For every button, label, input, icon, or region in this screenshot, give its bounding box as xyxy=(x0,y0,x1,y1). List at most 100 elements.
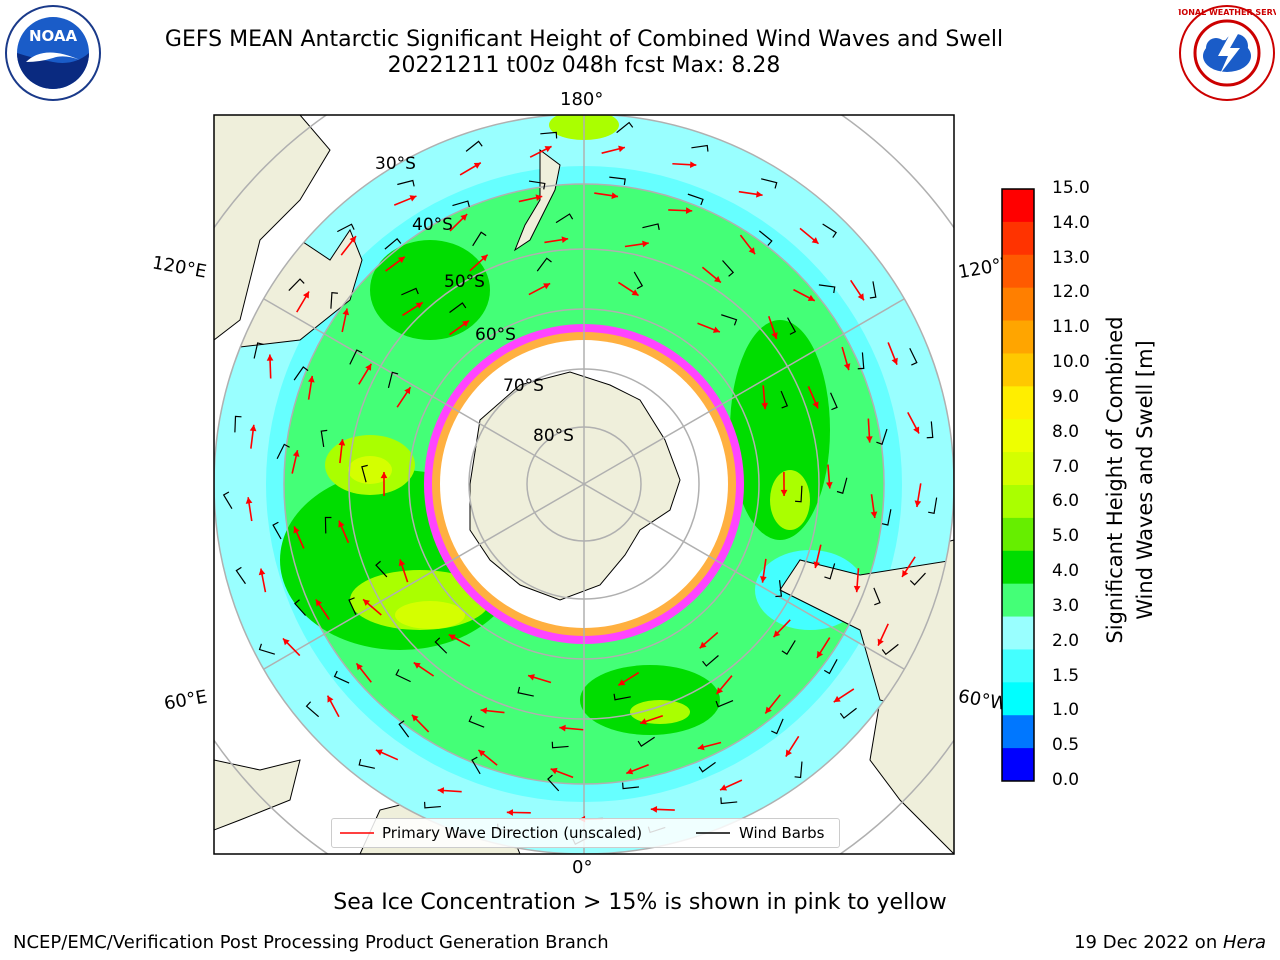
wind-barb xyxy=(324,516,332,534)
wind-barb xyxy=(830,392,838,411)
wind-barb xyxy=(395,669,411,683)
colorbar-tick-label: 8.0 xyxy=(1052,421,1080,442)
wave-direction-arrowhead xyxy=(748,247,756,255)
map-frame xyxy=(213,114,955,855)
wind-barb xyxy=(358,758,375,769)
wave-direction-arrowhead xyxy=(714,276,721,283)
noaa-logo-text: NOAA xyxy=(29,27,78,45)
wave-direction-arrowhead xyxy=(853,585,861,593)
band-4-5m-nw xyxy=(370,240,490,340)
wind-barb xyxy=(780,390,789,409)
wave-direction-arrowhead xyxy=(756,190,763,198)
wind-barb xyxy=(293,366,309,381)
wave-direction-legend-icon xyxy=(340,832,374,834)
band-6-7m-b xyxy=(348,456,392,484)
land-antarctica xyxy=(469,371,681,601)
wave-direction-arrowhead xyxy=(293,526,300,534)
wind-barb xyxy=(361,464,368,483)
wind-barb xyxy=(633,271,644,290)
colorbar-cell xyxy=(1002,221,1034,256)
land-new-zealand xyxy=(513,149,561,252)
colorbar-cell xyxy=(1002,189,1034,223)
wind-barb xyxy=(642,223,660,230)
wind-barb xyxy=(839,707,857,719)
wind-barb xyxy=(333,670,350,684)
wind-barb xyxy=(276,443,290,459)
colorbar-cell xyxy=(1002,583,1034,618)
wave-direction-arrowhead xyxy=(780,489,788,496)
graticule xyxy=(214,115,954,854)
wind-barb xyxy=(434,637,448,654)
wave-direction-arrowhead xyxy=(765,706,772,714)
wind-barb xyxy=(337,223,355,233)
wind-barb xyxy=(857,352,865,370)
lat-label-70s: 70°S xyxy=(503,376,544,396)
wave-direction-arrowhead xyxy=(902,569,909,577)
colorbar-tick-label: 10.0 xyxy=(1052,352,1090,373)
lat-label-60s: 60°S xyxy=(475,325,516,345)
wave-direction-arrowhead xyxy=(282,638,290,646)
wind-barb xyxy=(536,257,552,272)
wave-direction-arrowhead xyxy=(528,674,535,681)
nws-logo-text: NATIONAL WEATHER SERVICE xyxy=(1178,8,1276,17)
wind-barb xyxy=(465,140,483,152)
wave-direction-arrowhead xyxy=(618,679,626,686)
wave-direction-arrowhead xyxy=(761,402,769,410)
wind-barb xyxy=(836,477,848,494)
wave-direction-arrowhead xyxy=(626,768,634,775)
wind-barb xyxy=(795,485,803,503)
nws-logo: NATIONAL WEATHER SERVICE xyxy=(1178,5,1276,101)
band-5-6m-east xyxy=(770,470,810,530)
wave-direction-arrowhead xyxy=(720,784,728,791)
wind-barb xyxy=(758,230,773,246)
wave-direction-arrowhead xyxy=(356,663,363,671)
noaa-logo: NOAA xyxy=(5,5,101,101)
wind-barb xyxy=(401,287,419,296)
wind-barb xyxy=(452,200,470,208)
wind-barb xyxy=(722,260,735,277)
wave-direction-arrowhead xyxy=(411,714,419,722)
wave-direction-arrowhead xyxy=(631,289,639,296)
colorbar-tick-label: 6.0 xyxy=(1052,491,1080,512)
wave-direction-arrowhead xyxy=(813,561,820,569)
wave-direction-arrowhead xyxy=(913,426,920,434)
wave-direction-arrowhead xyxy=(315,599,323,607)
wave-direction-arrowhead xyxy=(843,363,851,371)
wave-direction-arrowhead xyxy=(448,634,456,641)
wave-direction-arrowhead xyxy=(480,707,488,714)
colorbar-tick-label: 4.0 xyxy=(1052,561,1080,582)
wind-barb xyxy=(823,659,838,675)
wind-barb xyxy=(909,347,918,366)
lat-label-50s: 50°S xyxy=(444,272,485,292)
wind-barb xyxy=(926,421,934,439)
wave-direction-arrowhead xyxy=(415,302,423,309)
wind-barb xyxy=(775,580,783,598)
wind-barb xyxy=(294,599,307,616)
wave-direction-arrowhead xyxy=(866,436,873,443)
wave-direction-arrowhead xyxy=(473,162,481,169)
wave-direction-arrowhead xyxy=(380,472,388,479)
wave-direction-arrowhead xyxy=(816,650,824,658)
chart-subtitle: 20221211 t00z 048h fcst Max: 8.28 xyxy=(387,53,781,78)
wind-barb xyxy=(547,774,560,792)
wind-barb xyxy=(397,179,415,187)
wave-direction-arrowhead xyxy=(249,424,257,432)
wind-barb xyxy=(540,131,558,139)
colorbar-tick-label: 7.0 xyxy=(1052,456,1080,477)
wave-direction-arrowhead xyxy=(349,236,356,244)
wind-barb-legend-label: Wind Barbs xyxy=(739,824,825,842)
credit-date-text: 19 Dec 2022 on xyxy=(1074,932,1223,953)
wave-direction-arrowhead xyxy=(266,354,274,361)
wave-direction-arrowhead xyxy=(437,787,445,794)
wind-barb xyxy=(517,686,534,697)
colorbar-tick-label: 5.0 xyxy=(1052,526,1080,547)
wave-direction-arrowhead xyxy=(914,500,922,508)
wave-direction-legend-label: Primary Wave Direction (unscaled) xyxy=(382,824,643,842)
wave-direction-arrowhead xyxy=(642,240,649,248)
colorbar-tick-label: 1.5 xyxy=(1052,665,1080,686)
wave-direction-arrowhead xyxy=(480,254,488,262)
colorbar-tick-label: 0.0 xyxy=(1052,770,1080,790)
colorbar-cell xyxy=(1002,616,1034,650)
wave-direction-arrowhead xyxy=(462,320,470,327)
